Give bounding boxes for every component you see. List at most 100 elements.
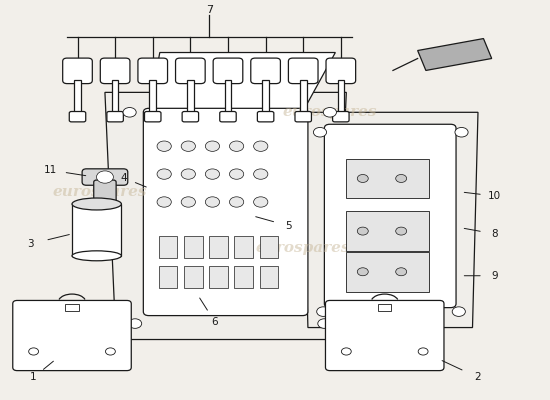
- FancyBboxPatch shape: [182, 112, 199, 122]
- Circle shape: [342, 348, 351, 355]
- Circle shape: [395, 227, 406, 235]
- Circle shape: [314, 128, 327, 137]
- Text: 2: 2: [475, 372, 481, 382]
- Bar: [300, 80, 306, 114]
- Circle shape: [181, 197, 195, 207]
- Circle shape: [205, 197, 219, 207]
- Bar: [346, 252, 428, 292]
- FancyBboxPatch shape: [326, 58, 356, 84]
- Bar: [346, 211, 428, 251]
- Bar: [159, 236, 177, 258]
- Bar: [209, 266, 228, 288]
- Bar: [184, 236, 202, 258]
- Circle shape: [395, 268, 406, 276]
- Bar: [112, 80, 118, 114]
- Text: 6: 6: [211, 316, 218, 326]
- Circle shape: [452, 307, 465, 316]
- Bar: [378, 304, 391, 311]
- Bar: [225, 80, 231, 114]
- FancyBboxPatch shape: [295, 112, 311, 122]
- Ellipse shape: [72, 198, 122, 210]
- Ellipse shape: [72, 251, 122, 261]
- Bar: [150, 80, 156, 114]
- FancyBboxPatch shape: [63, 58, 92, 84]
- Text: eurospares: eurospares: [52, 185, 147, 199]
- Bar: [346, 158, 428, 198]
- Bar: [262, 80, 269, 114]
- FancyBboxPatch shape: [138, 58, 168, 84]
- Bar: [234, 266, 253, 288]
- FancyBboxPatch shape: [175, 58, 205, 84]
- Bar: [65, 304, 79, 311]
- Polygon shape: [417, 38, 492, 70]
- FancyBboxPatch shape: [145, 112, 161, 122]
- Circle shape: [157, 169, 171, 179]
- FancyBboxPatch shape: [220, 112, 236, 122]
- Circle shape: [395, 174, 406, 182]
- Text: eurospares: eurospares: [255, 241, 350, 255]
- FancyBboxPatch shape: [333, 112, 349, 122]
- Bar: [234, 236, 253, 258]
- Text: 11: 11: [43, 165, 57, 175]
- Bar: [260, 266, 278, 288]
- Circle shape: [254, 169, 268, 179]
- Circle shape: [229, 197, 244, 207]
- Circle shape: [181, 169, 195, 179]
- Circle shape: [455, 128, 468, 137]
- FancyBboxPatch shape: [100, 58, 130, 84]
- Text: 3: 3: [28, 239, 34, 249]
- Circle shape: [129, 319, 142, 328]
- Polygon shape: [302, 112, 478, 328]
- Text: 8: 8: [491, 229, 498, 239]
- Bar: [74, 80, 81, 114]
- FancyBboxPatch shape: [213, 58, 243, 84]
- Circle shape: [205, 141, 219, 151]
- Circle shape: [229, 141, 244, 151]
- Circle shape: [96, 171, 113, 183]
- Circle shape: [358, 268, 368, 276]
- Circle shape: [106, 348, 116, 355]
- Bar: [72, 204, 122, 256]
- FancyBboxPatch shape: [251, 58, 280, 84]
- FancyBboxPatch shape: [13, 300, 131, 371]
- FancyBboxPatch shape: [107, 112, 123, 122]
- Text: 4: 4: [121, 173, 128, 183]
- Circle shape: [358, 227, 368, 235]
- FancyBboxPatch shape: [144, 108, 308, 316]
- Circle shape: [358, 174, 368, 182]
- Circle shape: [29, 348, 38, 355]
- Circle shape: [254, 141, 268, 151]
- Bar: [184, 266, 202, 288]
- Circle shape: [157, 141, 171, 151]
- Circle shape: [254, 197, 268, 207]
- Bar: [260, 236, 278, 258]
- Bar: [209, 236, 228, 258]
- Text: 10: 10: [488, 191, 501, 201]
- Circle shape: [181, 141, 195, 151]
- Circle shape: [317, 307, 330, 316]
- Text: 5: 5: [285, 221, 292, 231]
- FancyBboxPatch shape: [94, 180, 116, 206]
- FancyBboxPatch shape: [257, 112, 274, 122]
- Text: 9: 9: [491, 271, 498, 281]
- FancyBboxPatch shape: [288, 58, 318, 84]
- Text: 7: 7: [206, 5, 213, 15]
- Circle shape: [157, 197, 171, 207]
- Text: eurospares: eurospares: [283, 105, 377, 119]
- FancyBboxPatch shape: [69, 112, 86, 122]
- Circle shape: [323, 108, 337, 117]
- Circle shape: [205, 169, 219, 179]
- FancyBboxPatch shape: [326, 300, 444, 371]
- Bar: [159, 266, 177, 288]
- Polygon shape: [149, 52, 336, 112]
- Bar: [187, 80, 194, 114]
- Circle shape: [123, 108, 136, 117]
- Circle shape: [418, 348, 428, 355]
- Circle shape: [229, 169, 244, 179]
- Text: 1: 1: [30, 372, 37, 382]
- FancyBboxPatch shape: [324, 124, 456, 308]
- Circle shape: [318, 319, 331, 328]
- FancyBboxPatch shape: [82, 169, 128, 185]
- Polygon shape: [105, 92, 346, 340]
- Bar: [338, 80, 344, 114]
